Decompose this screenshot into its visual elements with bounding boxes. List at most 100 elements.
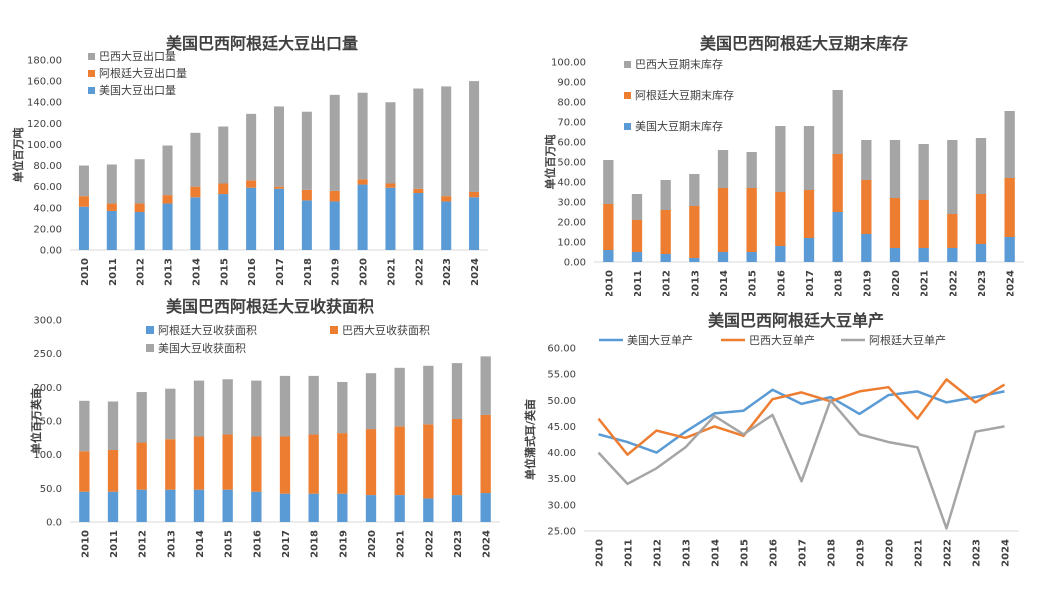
x-tick-label: 2018 <box>827 539 838 567</box>
bar-segment-gray <box>394 367 405 427</box>
x-tick-label: 2022 <box>943 539 954 567</box>
bar-segment-orange <box>394 426 405 496</box>
bar-segment-orange <box>441 196 452 202</box>
bar-segment-blue <box>246 187 257 250</box>
x-tick-label: 2016 <box>247 258 258 286</box>
bar-segment-blue <box>1004 237 1015 262</box>
bar-segment-blue <box>279 493 291 522</box>
y-tick-label: 30.00 <box>557 198 586 209</box>
x-tick-label: 2022 <box>414 258 425 286</box>
x-tick-label: 2022 <box>424 530 435 558</box>
harvested-area-chart: 美国巴西阿根廷大豆收获面积 0.0 50.0 100.0 150.0 200.0 250.0… <box>29 297 500 558</box>
legend-swatch <box>88 70 95 77</box>
bar-segment-gray <box>803 126 815 190</box>
y-tick-label: 250.0 <box>33 349 62 360</box>
chart-title: 美国巴西阿根廷大豆单产 <box>708 311 884 330</box>
y-tick-label: 60.00 <box>547 344 576 355</box>
y-tick-label: 50.00 <box>547 396 576 407</box>
bar-segment-blue <box>413 193 424 250</box>
bar-segment-orange <box>480 414 491 494</box>
bar-segment-blue <box>746 252 757 262</box>
bar-segment-gray <box>451 363 463 419</box>
bar-segment-gray <box>78 165 89 197</box>
x-tick-label: 2019 <box>338 530 349 558</box>
bar-segment-orange <box>279 436 291 494</box>
y-axis-label: 单位百万吨 <box>11 128 25 183</box>
bar-segment-gray <box>106 164 117 204</box>
x-tick-label: 2024 <box>1001 539 1012 567</box>
x-tick-label: 2012 <box>136 258 147 286</box>
legend-label: 巴西大豆单产 <box>749 333 815 347</box>
bar-segment-blue <box>165 489 176 522</box>
x-tick-label: 2020 <box>359 258 370 286</box>
y-tick-label: 20.00 <box>33 224 62 235</box>
x-tick-label: 2020 <box>891 270 902 296</box>
bar-segment-blue <box>190 197 201 250</box>
bar-segment-orange <box>451 418 463 496</box>
bar-segment-gray <box>301 111 312 190</box>
bar-segment-orange <box>413 188 424 193</box>
y-tick-label: 100.00 <box>27 140 62 151</box>
bar-segment-orange <box>246 180 257 188</box>
x-tick-label: 2011 <box>633 270 644 296</box>
bar-segment-orange <box>689 206 700 258</box>
legend-swatch <box>624 61 631 68</box>
bar-segment-orange <box>889 198 901 248</box>
bar-segment-orange <box>423 424 434 499</box>
bar-segment-orange <box>106 203 117 211</box>
bar-segment-gray <box>423 365 434 425</box>
y-tick-label: 300.0 <box>33 316 62 327</box>
x-tick-label: 2019 <box>331 258 342 286</box>
bar-segment-gray <box>134 159 145 204</box>
bar-segment-gray <box>162 145 173 196</box>
bar-segment-orange <box>337 433 348 494</box>
bar-segment-blue <box>861 234 872 262</box>
bar-segment-blue <box>357 184 368 250</box>
y-tick-label: 20.00 <box>557 218 586 229</box>
bar-segment-orange <box>79 451 90 492</box>
bar-segment-blue <box>660 254 671 262</box>
x-tick-label: 2013 <box>690 270 701 296</box>
y-tick-label: 50.00 <box>557 158 586 169</box>
bar-segment-orange <box>975 194 987 244</box>
bar-segment-gray <box>79 400 90 452</box>
bar-segment-gray <box>918 144 929 200</box>
x-tick-label: 2023 <box>453 530 464 558</box>
bar-segment-gray <box>832 90 843 154</box>
bar-segment-blue <box>631 252 643 262</box>
bar-segment-blue <box>329 201 340 250</box>
y-tick-label: 0.00 <box>40 246 62 257</box>
bar-segment-gray <box>861 140 872 180</box>
bar-segment-gray <box>947 140 958 214</box>
x-tick-label: 2011 <box>109 530 120 558</box>
x-tick-label: 2010 <box>80 258 91 286</box>
legend-swatch <box>146 344 154 352</box>
y-tick-label: 100.0 <box>33 450 62 461</box>
bar-segment-orange <box>273 186 285 189</box>
x-tick-label: 2018 <box>303 258 314 286</box>
bar-segment-orange <box>947 214 958 248</box>
bar-segment-orange <box>603 204 614 250</box>
legend-label: 阿根廷大豆单产 <box>869 333 946 347</box>
y-tick-label: 45.00 <box>547 422 576 433</box>
series-line-gray <box>597 399 1005 530</box>
bar-segment-orange <box>165 439 176 490</box>
bar-segment-blue <box>975 244 987 262</box>
legend-label: 美国大豆期末库存 <box>635 119 723 133</box>
x-tick-label: 2017 <box>281 530 292 558</box>
x-tick-label: 2020 <box>367 530 378 558</box>
bar-segment-orange <box>301 189 312 201</box>
bar-segment-orange <box>107 449 119 492</box>
bar-segment-blue <box>106 210 117 250</box>
bar-segment-blue <box>717 252 729 262</box>
y-tick-label: 90.00 <box>557 78 586 89</box>
bar-segment-gray <box>385 102 396 184</box>
bar-segment-blue <box>480 493 491 522</box>
bar-segment-orange <box>222 434 233 490</box>
legend-swatch <box>88 53 95 60</box>
y-tick-label: 100.00 <box>551 58 586 69</box>
bar-segment-blue <box>107 491 119 522</box>
x-tick-label: 2010 <box>80 530 91 558</box>
bar-segment-blue <box>365 495 377 522</box>
bar-segment-blue <box>78 206 89 250</box>
